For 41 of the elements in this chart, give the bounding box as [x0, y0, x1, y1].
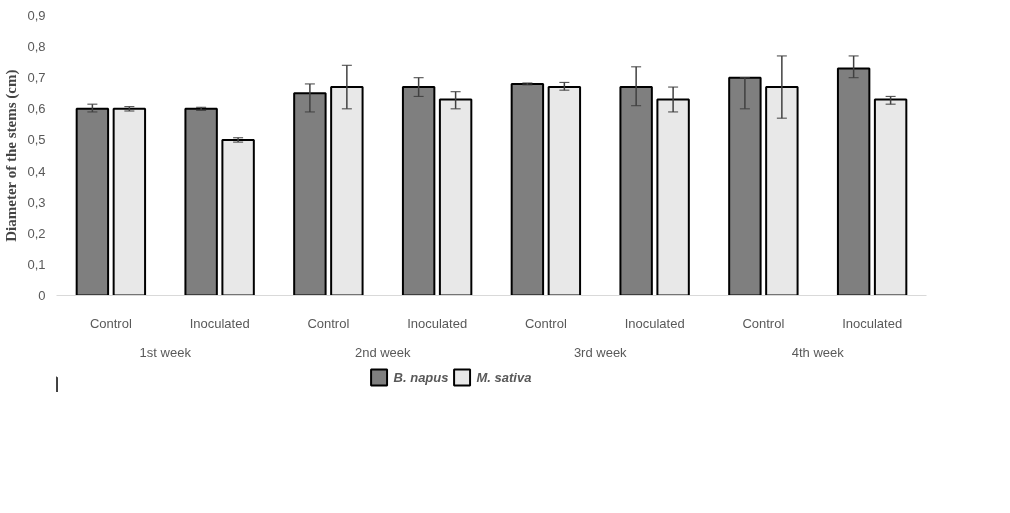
- x-tick-label: Inoculated: [189, 315, 250, 331]
- bar: [75, 107, 110, 296]
- y-tick-label: 0,9: [27, 8, 46, 23]
- bar: [873, 98, 908, 296]
- bar: [656, 98, 690, 296]
- bar: [221, 138, 255, 296]
- bar: [438, 98, 473, 296]
- y-tick-label: 0,7: [27, 70, 46, 86]
- legend-label: B. napus: [393, 369, 449, 385]
- bar: [765, 86, 799, 296]
- x-tick-label: Inoculated: [842, 315, 903, 331]
- x-tick-label: Inoculated: [407, 315, 468, 331]
- bar: [728, 76, 762, 296]
- y-tick-label: 0,1: [27, 256, 46, 272]
- legend-label: M. sativa: [476, 369, 532, 385]
- y-tick-label: 0,4: [27, 163, 46, 179]
- y-tick-label: 0,6: [27, 101, 46, 117]
- x-tick-label: Control: [742, 315, 785, 331]
- x-tick-label: Control: [89, 315, 132, 331]
- bar: [619, 86, 653, 296]
- y-tick-label: 0: [38, 288, 46, 303]
- y-tick-label: 0,2: [27, 225, 46, 241]
- y-axis-title: Diameter of the stems (cm): [3, 69, 21, 242]
- bar: [112, 107, 147, 296]
- text: 1st week: [139, 344, 192, 360]
- x-tick-label: Control: [524, 315, 567, 331]
- text: 4th week: [791, 344, 845, 360]
- y-tick-label: 0,8: [27, 39, 46, 55]
- x-tick-label: Control: [307, 315, 350, 331]
- bar: [547, 86, 582, 296]
- y-tick-label: 0,5: [27, 132, 46, 148]
- bar: [330, 86, 364, 296]
- text: 2nd week: [354, 344, 412, 360]
- bar: [836, 67, 871, 296]
- bar: [293, 92, 327, 296]
- bar: [184, 107, 218, 296]
- x-tick-label: Inoculated: [624, 315, 685, 331]
- bar: [510, 82, 545, 296]
- bar: [401, 86, 436, 296]
- y-tick-label: 0,3: [27, 194, 46, 210]
- text: 3rd week: [573, 344, 628, 360]
